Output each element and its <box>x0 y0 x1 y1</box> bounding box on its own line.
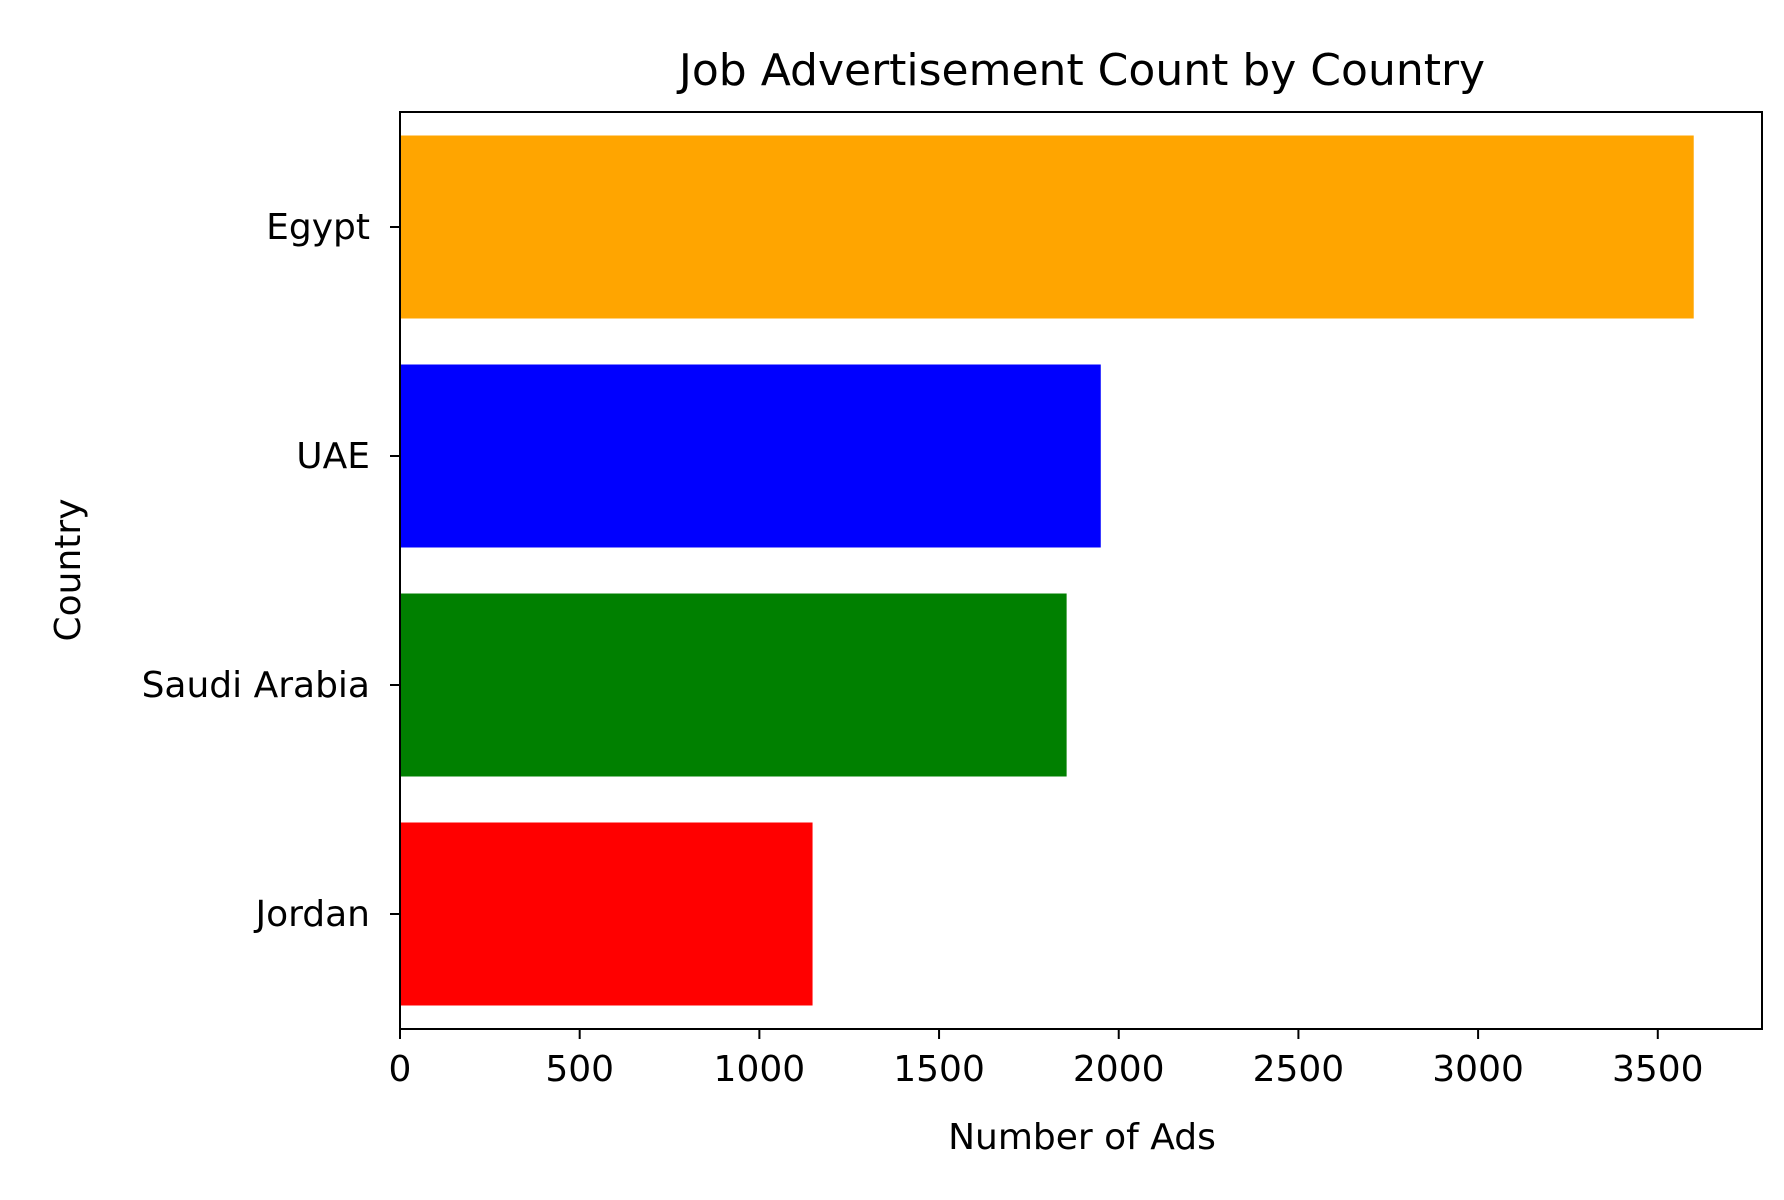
x-tick-label-3500: 3500 <box>1612 1049 1704 1090</box>
x-tick-label-1000: 1000 <box>714 1049 806 1090</box>
x-tick-label-3000: 3000 <box>1432 1049 1524 1090</box>
y-tick-label-saudi-arabia: Saudi Arabia <box>142 665 370 706</box>
bar-uae <box>400 364 1101 548</box>
x-tick-label-0: 0 <box>389 1049 412 1090</box>
y-tick-label-jordan: Jordan <box>253 894 370 935</box>
y-axis-label: Country <box>48 498 89 641</box>
y-tick-label-uae: UAE <box>296 436 370 477</box>
chart-title: Job Advertisement Count by Country <box>676 45 1485 96</box>
bars-group <box>400 135 1694 1006</box>
x-axis-label: Number of Ads <box>948 1117 1216 1158</box>
bar-jordan <box>400 822 813 1006</box>
bar-saudi-arabia <box>400 593 1067 777</box>
x-axis: 0 500 1000 1500 2000 2500 3000 3500 <box>389 1029 1704 1090</box>
x-tick-label-2500: 2500 <box>1253 1049 1345 1090</box>
plot-frame <box>399 111 1763 1030</box>
x-tick-label-500: 500 <box>545 1049 614 1090</box>
x-tick-label-2000: 2000 <box>1073 1049 1165 1090</box>
bar-egypt <box>400 135 1694 319</box>
y-tick-label-egypt: Egypt <box>266 207 370 248</box>
x-tick-label-1500: 1500 <box>893 1049 985 1090</box>
y-axis: Egypt UAE Saudi Arabia Jordan <box>142 207 400 935</box>
